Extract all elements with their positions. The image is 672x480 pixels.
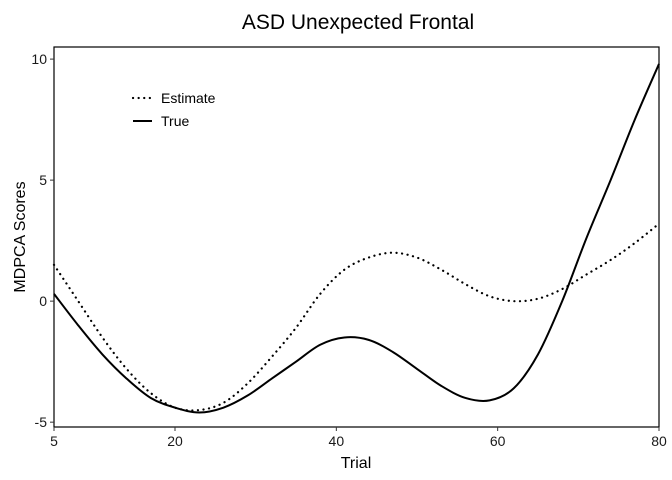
series-line-estimate <box>52 222 661 412</box>
x-tick-label: 40 <box>329 433 345 449</box>
series-lines <box>52 63 661 414</box>
legend-label-true: True <box>161 113 189 129</box>
y-axis-title: MDPCA Scores <box>12 181 29 292</box>
legend-label-estimate: Estimate <box>161 90 216 106</box>
legend: Estimate True <box>131 90 216 129</box>
chart-title: ASD Unexpected Frontal <box>242 11 474 34</box>
x-tick-label: 5 <box>50 433 58 449</box>
x-tick-label: 80 <box>651 433 667 449</box>
y-tick-label: 10 <box>31 51 47 67</box>
axis-ticks: 5 20 40 60 80 -5 0 5 10 <box>31 51 667 449</box>
x-tick-label: 60 <box>490 433 506 449</box>
y-tick-label: 0 <box>39 293 47 309</box>
x-axis-title: Trial <box>341 455 372 472</box>
plot-panel <box>53 46 660 428</box>
x-tick-label: 20 <box>167 433 183 449</box>
series-line-true <box>53 63 660 414</box>
y-tick-label: 5 <box>39 172 47 188</box>
y-tick-label: -5 <box>35 414 48 430</box>
